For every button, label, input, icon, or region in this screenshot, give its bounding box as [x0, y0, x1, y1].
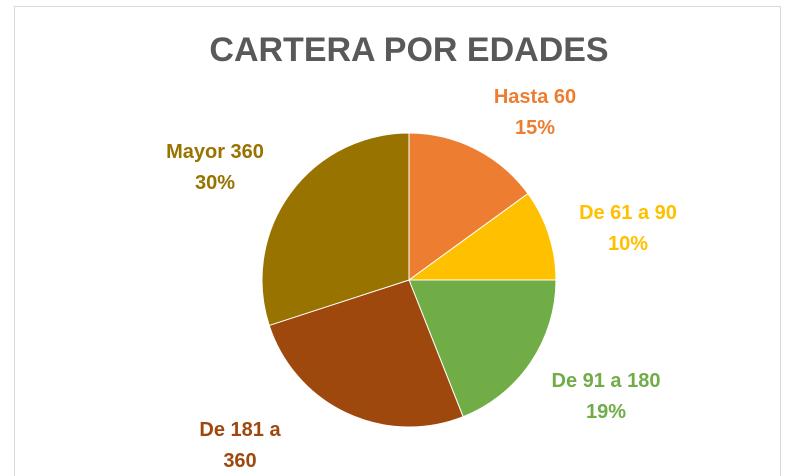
value-label: 19% — [585, 401, 627, 423]
category-label: Mayor 360 — [166, 141, 264, 163]
category-label: De 91 a 180 — [551, 370, 661, 392]
pie-slice — [408, 279, 557, 418]
data-label: Hasta 60 15% — [460, 82, 610, 144]
data-label: De 91 a 180 19% — [526, 366, 686, 428]
value-label: 15% — [514, 117, 556, 139]
data-label: De 181 a 360 — [185, 415, 295, 476]
category-label: De 61 a 90 — [579, 202, 677, 224]
category-label: De 181 a 360 — [199, 419, 281, 472]
pie-slice — [407, 192, 557, 281]
value-label: 10% — [607, 233, 649, 255]
value-label: 30% — [194, 172, 236, 194]
chart-title: CARTERA POR EDADES — [209, 31, 608, 69]
data-label: Mayor 360 30% — [140, 137, 290, 199]
data-label: De 61 a 90 10% — [553, 198, 703, 260]
pie-slice — [408, 132, 529, 281]
pie-slice — [261, 132, 410, 327]
category-label: Hasta 60 — [493, 86, 577, 108]
pie-slice — [268, 279, 464, 428]
